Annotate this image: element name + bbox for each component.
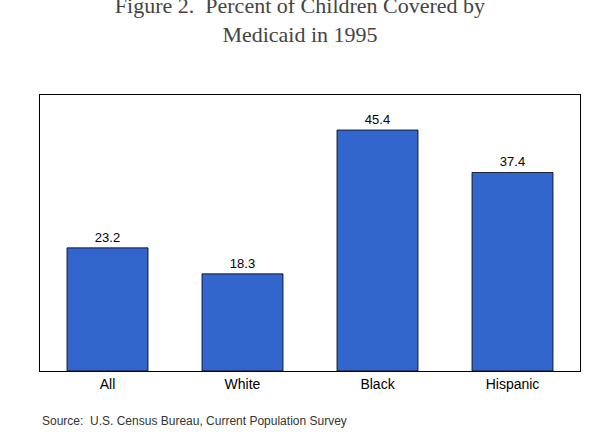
svg-text:Black: Black <box>360 376 395 392</box>
svg-text:23.2: 23.2 <box>95 230 120 245</box>
svg-text:45.4: 45.4 <box>365 112 390 127</box>
svg-text:Hispanic: Hispanic <box>486 376 540 392</box>
svg-text:37.4: 37.4 <box>500 154 525 169</box>
svg-text:All: All <box>100 376 116 392</box>
svg-text:Figure 2. Percent of Children: Figure 2. Percent of Children Covered by… <box>115 0 485 47</box>
svg-text:White: White <box>225 376 261 392</box>
svg-text:18.3: 18.3 <box>230 256 255 271</box>
svg-text:Source: U.S. Census Bureau, C: Source: U.S. Census Bureau, Current Popu… <box>42 414 347 428</box>
